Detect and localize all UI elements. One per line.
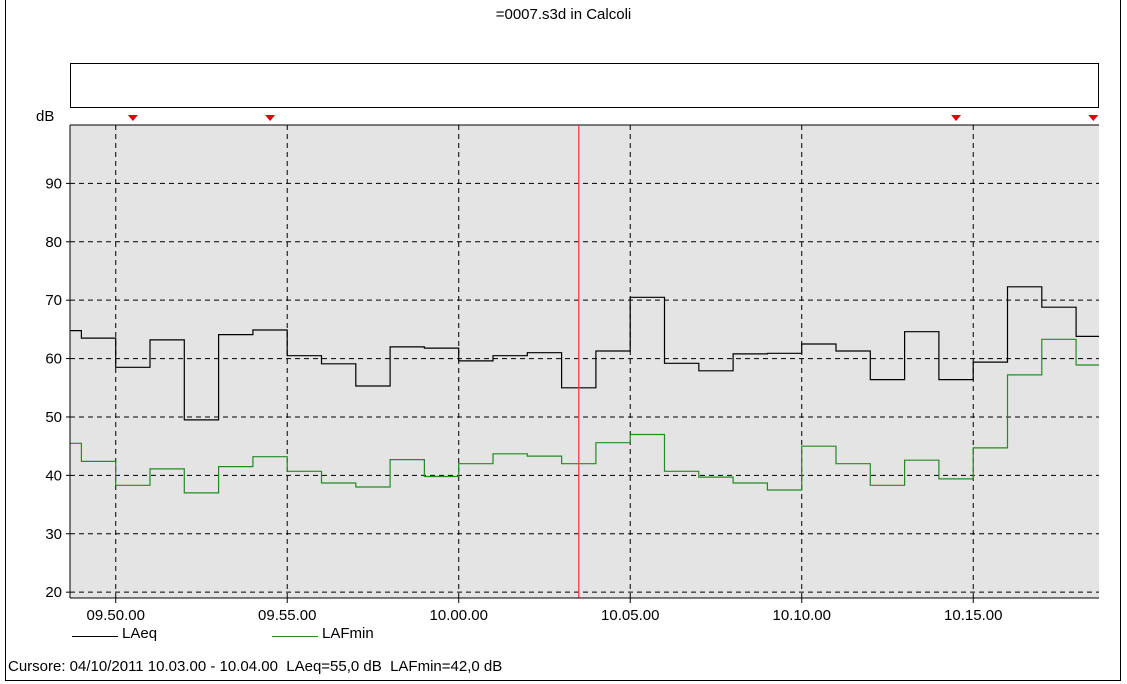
overview-bar[interactable] <box>70 63 1099 108</box>
cursor-readout: Cursore: 04/10/2011 10.03.00 - 10.04.00 … <box>8 658 503 675</box>
legend-line-laeq <box>72 636 118 637</box>
x-tick-label: 10.00.00 <box>430 607 488 624</box>
legend-label-laeq: LAeq <box>122 625 158 642</box>
event-marker <box>127 115 138 121</box>
y-tick-label: 60 <box>45 351 62 368</box>
x-tick-label: 09.50.00 <box>87 607 145 624</box>
chart-frame <box>5 0 1121 681</box>
x-tick-label: 09.55.00 <box>258 607 316 624</box>
y-tick-label: 70 <box>45 292 62 309</box>
event-marker <box>1088 115 1099 121</box>
y-tick-label: 20 <box>45 584 62 601</box>
y-axis-label: dB <box>36 108 54 125</box>
y-tick-label: 30 <box>45 526 62 543</box>
y-tick-label: 90 <box>45 175 62 192</box>
legend-label-lafmin: LAFmin <box>322 625 374 642</box>
event-marker <box>265 115 276 121</box>
event-marker <box>951 115 962 121</box>
y-tick-label: 80 <box>45 234 62 251</box>
y-tick-label: 50 <box>45 409 62 426</box>
x-tick-label: 10.05.00 <box>601 607 659 624</box>
x-tick-label: 10.15.00 <box>944 607 1002 624</box>
plot-area <box>70 125 1099 598</box>
legend-line-lafmin <box>272 636 318 637</box>
y-tick-label: 40 <box>45 467 62 484</box>
chart-title: =0007.s3d in Calcoli <box>495 6 632 23</box>
x-tick-label: 10.10.00 <box>773 607 831 624</box>
